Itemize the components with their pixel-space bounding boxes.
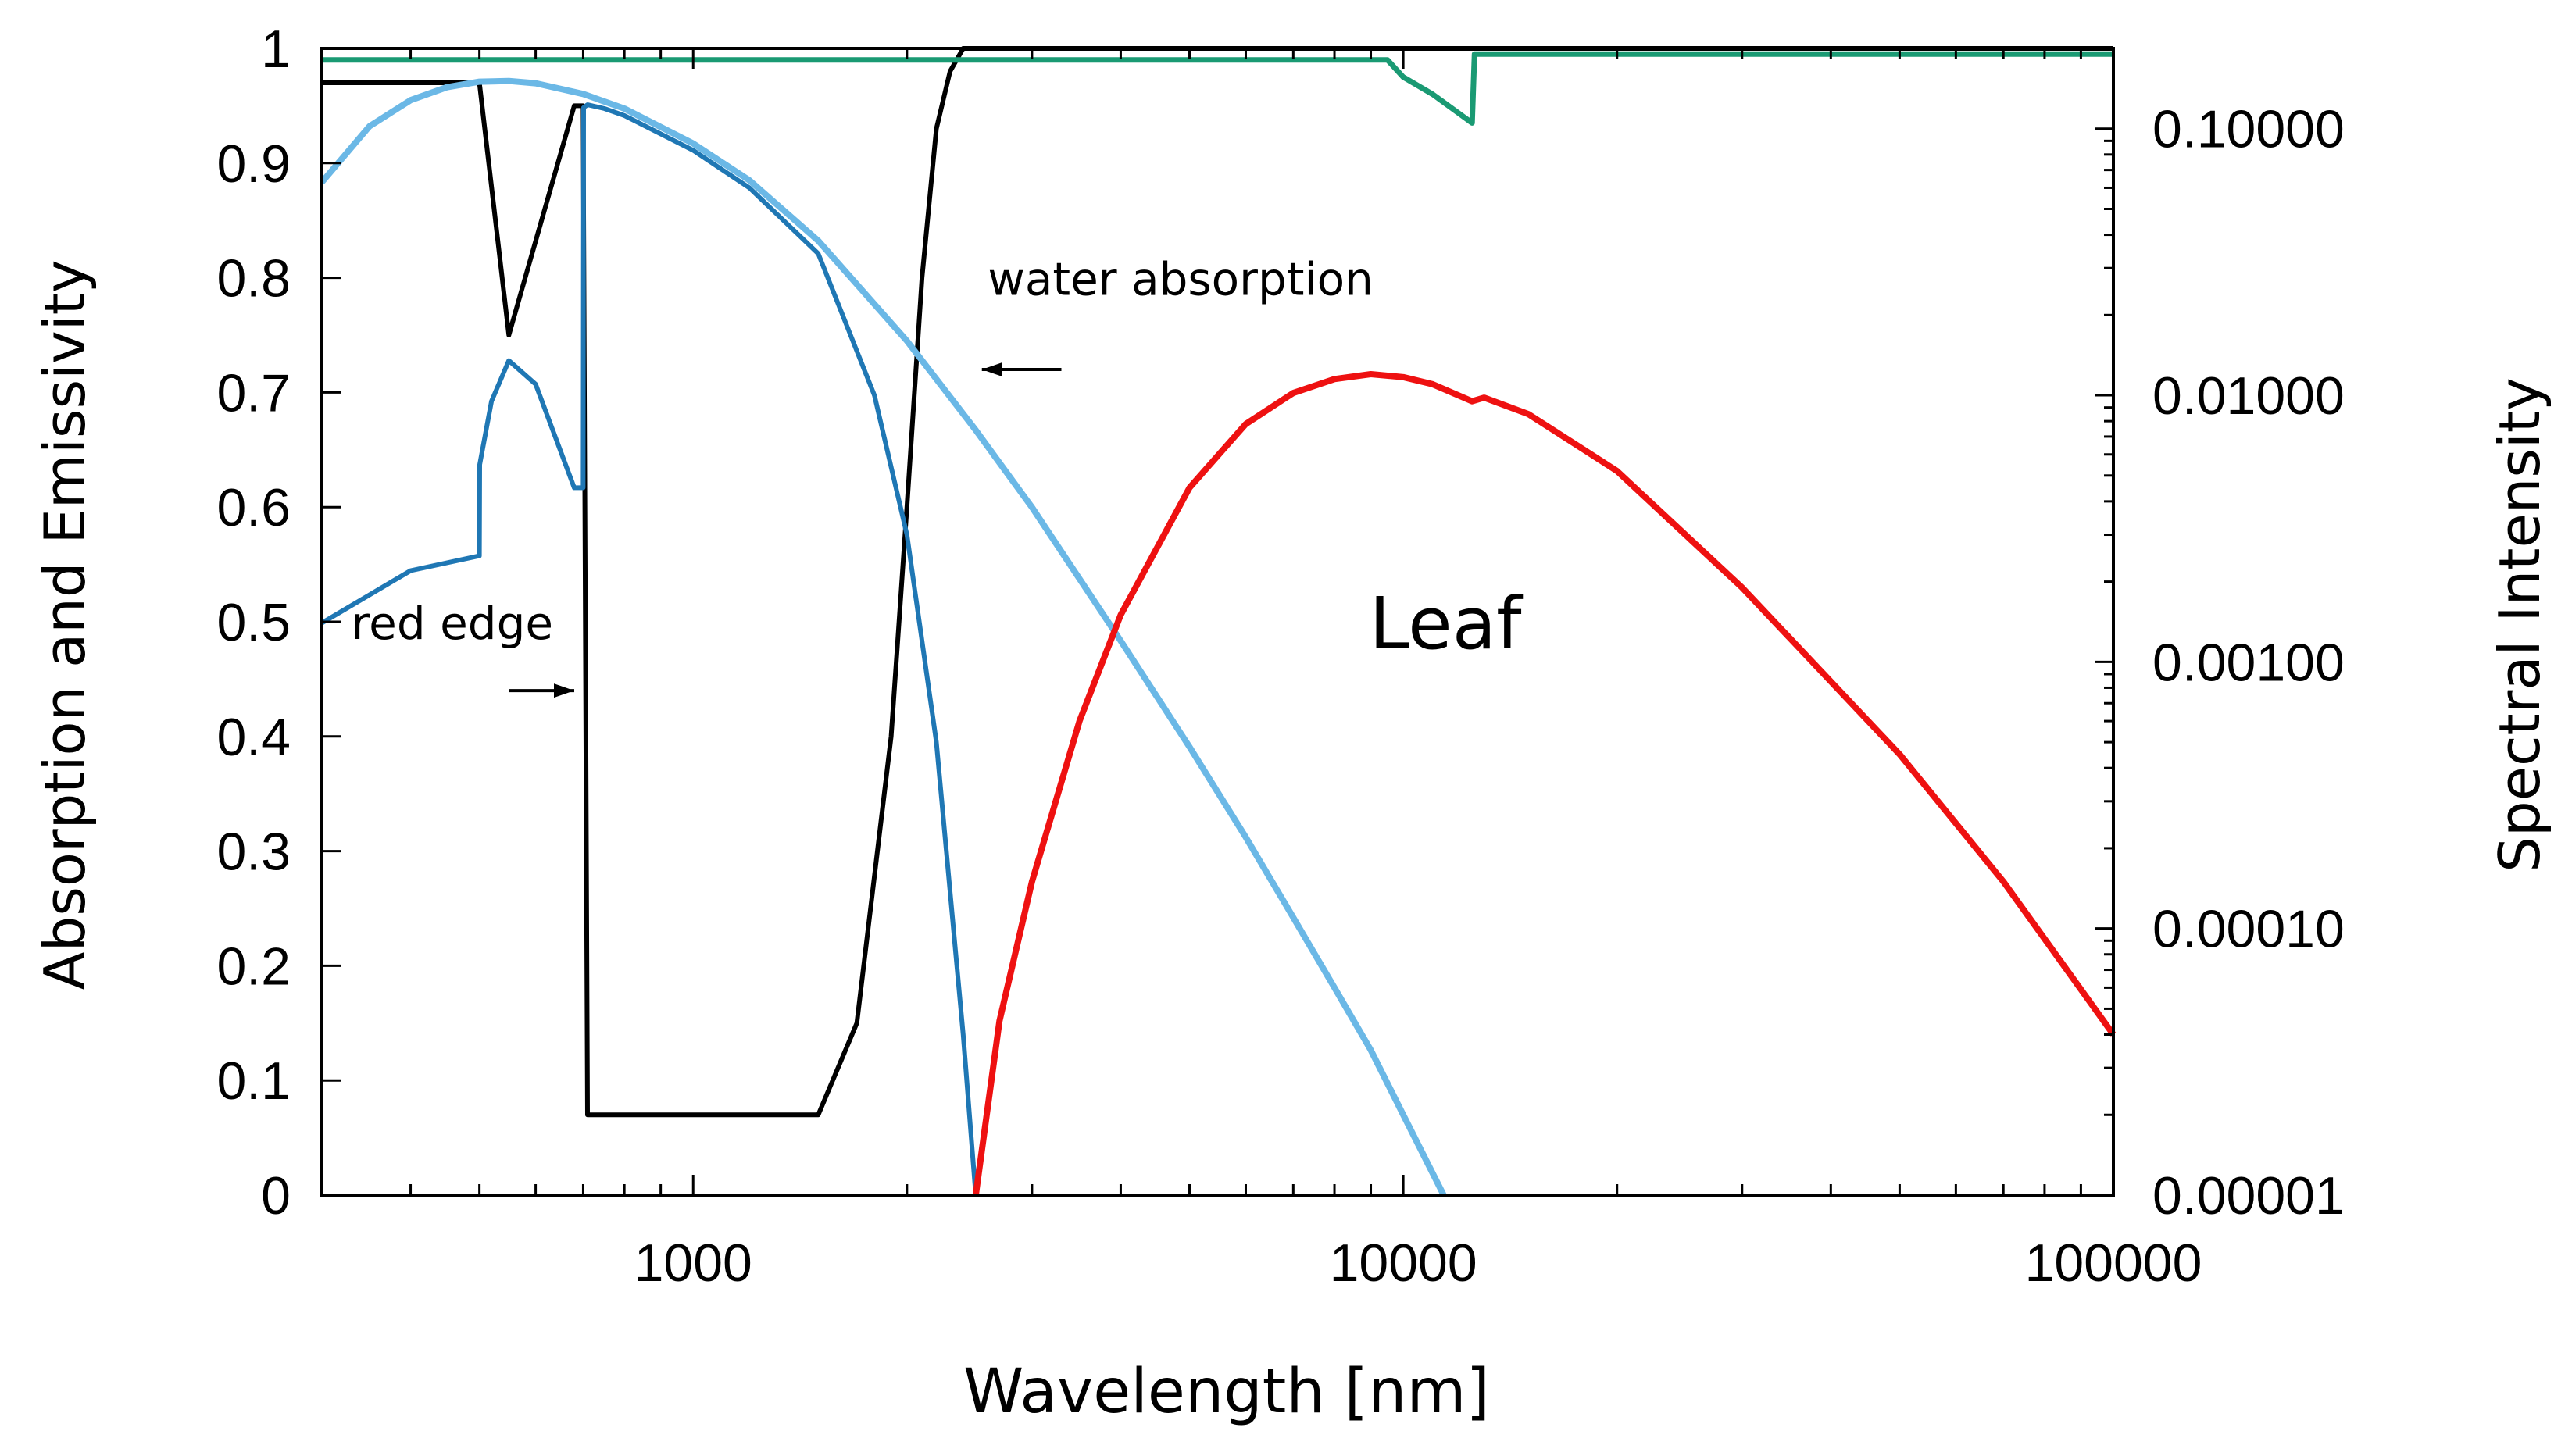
y-left-tick-label: 0.8 <box>216 249 291 309</box>
y-right-tick-label: 0.01000 <box>2152 366 2345 426</box>
series-line-solar-spectrum <box>319 77 1447 1197</box>
labels-layer: 1000 10000 100000 0 0.1 0.2 0.3 0.4 0.5 0.6 0.7 0.8… <box>216 20 2344 1293</box>
series-line-leaf-absorption <box>322 46 2113 1118</box>
ticks-layer <box>320 47 2115 1197</box>
x-axis-label: Wavelength [nm] <box>963 1357 1490 1427</box>
annotation-red-edge: red edge <box>352 597 554 650</box>
y-right-tick-label: 0.10000 <box>2152 100 2345 159</box>
leaf-label: Leaf <box>1369 582 1524 666</box>
y-left-tick-label: 0.7 <box>216 363 291 423</box>
y-axis-label-left: Absorption and Emissivity <box>32 259 98 990</box>
y-left-tick-label: 0 <box>261 1166 291 1226</box>
y-left-tick-label: 0.4 <box>216 708 291 767</box>
y-right-tick-label: 0.00001 <box>2152 1166 2345 1226</box>
y-right-tick-label: 0.00100 <box>2152 633 2345 692</box>
y-left-tick-label: 0.6 <box>216 478 291 537</box>
series-line-leaf-thermal-emission <box>972 371 2117 1196</box>
series-layer <box>319 46 2117 1197</box>
red-edge-arrow-head <box>554 683 575 698</box>
annotation-water-absorption: water absorption <box>988 253 1374 306</box>
y-left-tick-label: 0.3 <box>216 823 291 882</box>
y-left-tick-label: 0.2 <box>216 937 291 996</box>
y-left-tick-label: 0.5 <box>216 593 291 652</box>
y-left-tick-label: 0.1 <box>216 1051 291 1111</box>
y-left-tick-label: 0.9 <box>216 134 291 194</box>
x-tick-label: 1000 <box>634 1233 752 1293</box>
series-line-leaf-emissivity <box>322 51 2113 126</box>
x-tick-label: 10000 <box>1330 1233 1477 1293</box>
x-tick-label: 100000 <box>2025 1233 2202 1293</box>
y-axis-label-right: Spectral Intensity <box>2487 377 2552 873</box>
series-line-absorbed-solar <box>320 102 978 1196</box>
plot-frame <box>320 47 2115 1197</box>
y-left-tick-label: 1 <box>261 20 291 79</box>
y-right-tick-label: 0.00010 <box>2152 900 2345 959</box>
water-absorption-arrow-head <box>981 362 1002 377</box>
